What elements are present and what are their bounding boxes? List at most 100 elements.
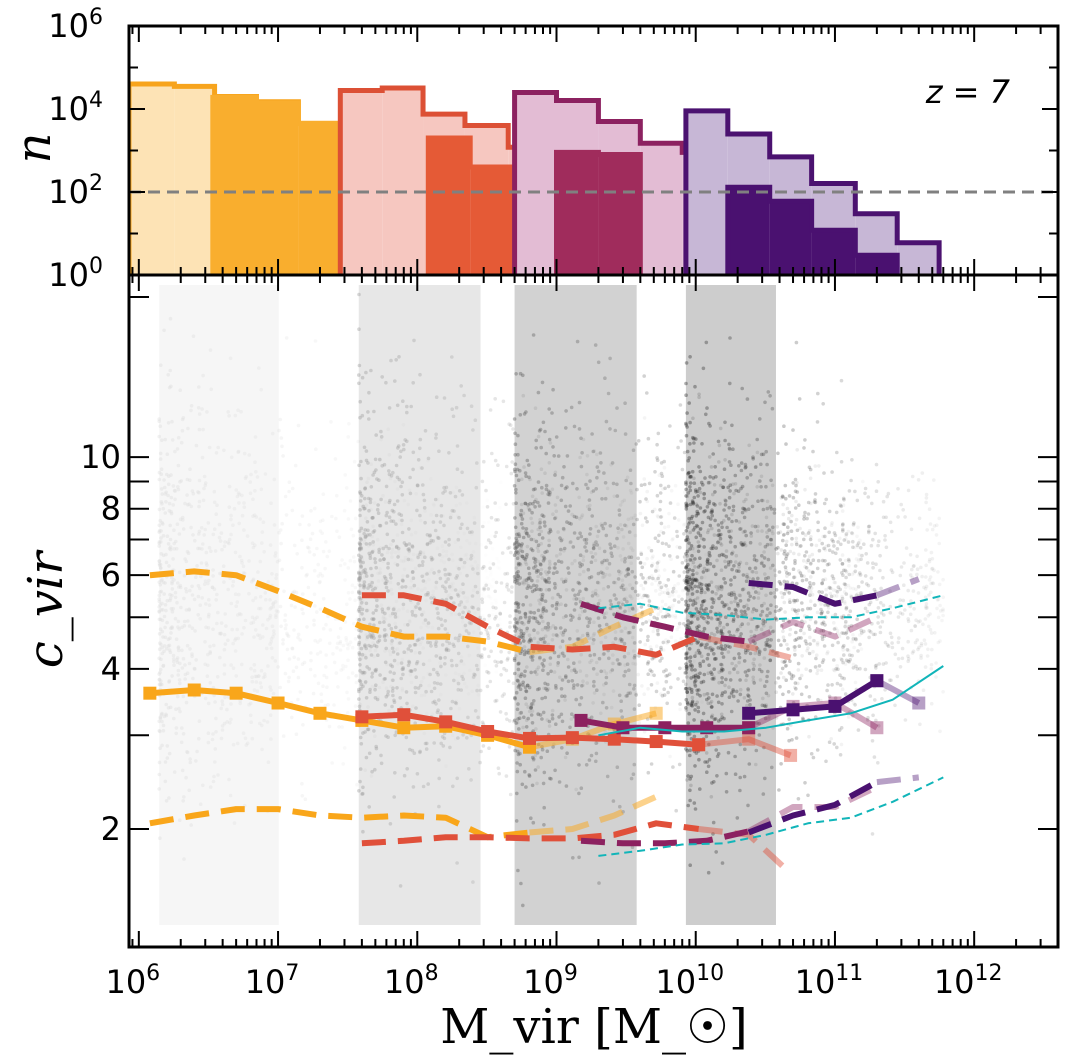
halo-point bbox=[525, 665, 529, 669]
halo-point bbox=[647, 546, 651, 550]
halo-point bbox=[379, 497, 383, 502]
halo-point bbox=[358, 499, 363, 503]
halo-point bbox=[164, 490, 168, 495]
halo-point bbox=[456, 594, 461, 598]
halo-point bbox=[718, 536, 723, 541]
halo-point bbox=[221, 564, 226, 568]
halo-point bbox=[706, 480, 711, 485]
halo-point bbox=[509, 471, 514, 476]
halo-point bbox=[523, 614, 528, 619]
halo-point bbox=[463, 553, 468, 558]
halo-point bbox=[365, 533, 370, 537]
halo-point bbox=[529, 670, 533, 675]
halo-point bbox=[579, 652, 583, 657]
halo-point bbox=[568, 540, 572, 545]
halo-point bbox=[429, 689, 434, 694]
halo-point bbox=[312, 592, 317, 597]
halo-point bbox=[382, 617, 387, 621]
halo-point bbox=[588, 660, 592, 665]
halo-point bbox=[512, 718, 517, 723]
halo-point bbox=[701, 582, 706, 587]
halo-point bbox=[206, 652, 210, 657]
halo-point bbox=[852, 645, 856, 650]
halo-point bbox=[856, 649, 860, 653]
halo-point bbox=[378, 558, 382, 563]
halo-point bbox=[835, 745, 839, 750]
halo-point bbox=[543, 471, 547, 476]
halo-point bbox=[747, 762, 752, 766]
halo-point bbox=[753, 651, 757, 656]
halo-point bbox=[613, 636, 618, 641]
halo-point bbox=[826, 650, 830, 654]
halo-point bbox=[480, 720, 485, 725]
halo-point bbox=[201, 373, 205, 378]
halo-point bbox=[308, 537, 313, 541]
halo-point bbox=[188, 760, 193, 765]
halo-point bbox=[692, 579, 696, 583]
halo-point bbox=[770, 406, 775, 411]
halo-point bbox=[159, 552, 164, 556]
halo-point bbox=[629, 776, 634, 781]
halo-point bbox=[274, 613, 278, 617]
halo-point bbox=[665, 701, 669, 706]
halo-point bbox=[369, 653, 374, 657]
halo-point bbox=[737, 655, 742, 660]
halo-point bbox=[226, 638, 230, 643]
halo-point bbox=[556, 454, 561, 458]
halo-point bbox=[370, 632, 375, 637]
halo-point bbox=[181, 656, 186, 661]
halo-point bbox=[736, 603, 740, 608]
halo-point bbox=[519, 629, 523, 633]
halo-point bbox=[266, 617, 270, 622]
halo-point bbox=[515, 609, 519, 613]
halo-point bbox=[815, 671, 819, 676]
halo-point bbox=[357, 363, 362, 368]
halo-point bbox=[705, 530, 710, 535]
halo-point bbox=[372, 623, 376, 627]
halo-point bbox=[228, 793, 233, 798]
halo-point bbox=[374, 585, 379, 590]
halo-point bbox=[754, 627, 759, 632]
halo-point bbox=[343, 473, 348, 477]
halo-point bbox=[558, 626, 563, 630]
halo-point bbox=[234, 674, 238, 678]
halo-point bbox=[170, 625, 174, 629]
halo-point bbox=[781, 512, 786, 517]
halo-point bbox=[436, 673, 441, 677]
halo-point bbox=[341, 663, 345, 668]
halo-point bbox=[805, 560, 809, 564]
halo-point bbox=[774, 716, 779, 720]
halo-point bbox=[692, 481, 697, 486]
halo-point bbox=[708, 480, 712, 485]
halo-point bbox=[593, 552, 598, 556]
halo-point bbox=[536, 712, 540, 717]
halo-point bbox=[367, 417, 371, 421]
halo-point bbox=[450, 588, 455, 592]
halo-point bbox=[871, 713, 875, 718]
halo-point bbox=[167, 751, 172, 756]
halo-point bbox=[371, 611, 376, 615]
halo-point bbox=[718, 483, 723, 488]
halo-point bbox=[468, 668, 472, 673]
halo-point bbox=[596, 360, 601, 365]
halo-point bbox=[467, 631, 471, 636]
halo-point bbox=[208, 348, 213, 352]
halo-point bbox=[633, 533, 638, 538]
halo-point bbox=[357, 678, 362, 683]
halo-point bbox=[481, 744, 486, 748]
halo-point bbox=[172, 716, 176, 721]
halo-point bbox=[357, 642, 361, 647]
halo-point bbox=[756, 499, 760, 504]
halo-point bbox=[464, 552, 469, 557]
halo-point bbox=[742, 610, 747, 614]
halo-point bbox=[360, 607, 365, 612]
halo-point bbox=[507, 422, 512, 427]
halo-point bbox=[584, 541, 589, 545]
halo-point bbox=[378, 620, 382, 625]
halo-point bbox=[569, 522, 573, 526]
halo-point bbox=[163, 437, 167, 442]
halo-point bbox=[517, 627, 522, 631]
halo-point bbox=[406, 547, 411, 552]
halo-point bbox=[219, 631, 223, 636]
halo-point bbox=[788, 549, 793, 554]
